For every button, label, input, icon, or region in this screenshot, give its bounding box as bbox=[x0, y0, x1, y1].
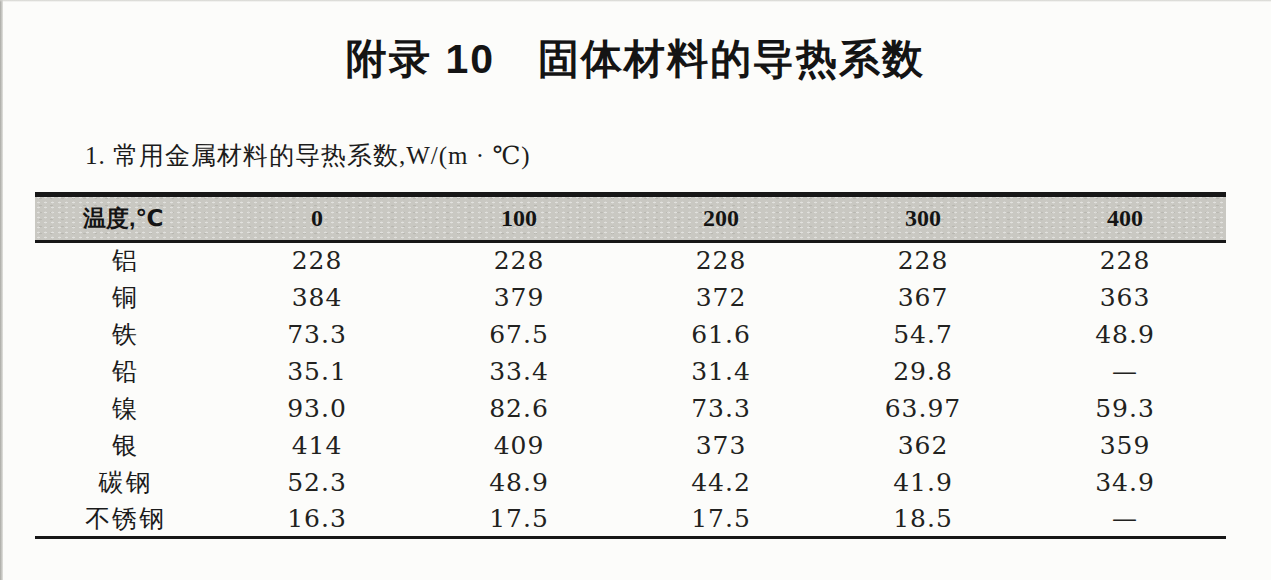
table-row-silver: 银 414 409 373 362 359 bbox=[35, 427, 1226, 464]
conductivity-table: 温度,℃ 0 100 200 300 400 铝 228 228 228 228… bbox=[35, 192, 1226, 539]
value-cell: 409 bbox=[418, 427, 620, 464]
table-row-aluminum: 铝 228 228 228 228 228 bbox=[35, 242, 1226, 279]
material-cell: 铁 bbox=[35, 316, 216, 353]
table-row-carbon-steel: 碳钢 52.3 48.9 44.2 41.9 34.9 bbox=[35, 464, 1226, 501]
material-cell: 铜 bbox=[35, 279, 216, 316]
material-cell: 铅 bbox=[35, 353, 216, 390]
value-cell: 29.8 bbox=[822, 353, 1024, 390]
value-cell: — bbox=[1024, 353, 1226, 390]
value-cell: 228 bbox=[1024, 242, 1226, 279]
table-row-nickel: 镍 93.0 82.6 73.3 63.97 59.3 bbox=[35, 390, 1226, 427]
value-cell: 67.5 bbox=[418, 316, 620, 353]
value-cell: 373 bbox=[620, 427, 822, 464]
value-cell: 362 bbox=[822, 427, 1024, 464]
value-cell: 372 bbox=[620, 279, 822, 316]
value-cell: 41.9 bbox=[822, 464, 1024, 501]
header-cell-0: 0 bbox=[216, 195, 418, 242]
value-cell: 48.9 bbox=[418, 464, 620, 501]
value-cell: 228 bbox=[822, 242, 1024, 279]
material-cell: 不锈钢 bbox=[35, 501, 216, 538]
value-cell: 17.5 bbox=[620, 501, 822, 538]
value-cell: 73.3 bbox=[216, 316, 418, 353]
header-cell-400: 400 bbox=[1024, 195, 1226, 242]
page-top-edge bbox=[0, 0, 1271, 2]
table-row-iron: 铁 73.3 67.5 61.6 54.7 48.9 bbox=[35, 316, 1226, 353]
value-cell: 63.97 bbox=[822, 390, 1024, 427]
value-cell: — bbox=[1024, 501, 1226, 538]
value-cell: 17.5 bbox=[418, 501, 620, 538]
value-cell: 367 bbox=[822, 279, 1024, 316]
material-cell: 铝 bbox=[35, 242, 216, 279]
value-cell: 59.3 bbox=[1024, 390, 1226, 427]
value-cell: 82.6 bbox=[418, 390, 620, 427]
value-cell: 31.4 bbox=[620, 353, 822, 390]
material-cell: 镍 bbox=[35, 390, 216, 427]
value-cell: 73.3 bbox=[620, 390, 822, 427]
value-cell: 18.5 bbox=[822, 501, 1024, 538]
table-row-copper: 铜 384 379 372 367 363 bbox=[35, 279, 1226, 316]
section-subtitle: 1. 常用金属材料的导热系数,W/(m · ℃) bbox=[85, 139, 1271, 172]
value-cell: 228 bbox=[216, 242, 418, 279]
value-cell: 228 bbox=[418, 242, 620, 279]
table-header-row: 温度,℃ 0 100 200 300 400 bbox=[35, 195, 1226, 242]
value-cell: 33.4 bbox=[418, 353, 620, 390]
value-cell: 44.2 bbox=[620, 464, 822, 501]
value-cell: 52.3 bbox=[216, 464, 418, 501]
value-cell: 93.0 bbox=[216, 390, 418, 427]
value-cell: 359 bbox=[1024, 427, 1226, 464]
value-cell: 54.7 bbox=[822, 316, 1024, 353]
page-title: 附录 10 固体材料的导热系数 bbox=[0, 0, 1271, 87]
material-cell: 银 bbox=[35, 427, 216, 464]
header-cell-temperature: 温度,℃ bbox=[35, 195, 216, 242]
value-cell: 35.1 bbox=[216, 353, 418, 390]
material-cell: 碳钢 bbox=[35, 464, 216, 501]
value-cell: 48.9 bbox=[1024, 316, 1226, 353]
value-cell: 414 bbox=[216, 427, 418, 464]
table-row-lead: 铅 35.1 33.4 31.4 29.8 — bbox=[35, 353, 1226, 390]
header-cell-200: 200 bbox=[620, 195, 822, 242]
value-cell: 34.9 bbox=[1024, 464, 1226, 501]
header-cell-100: 100 bbox=[418, 195, 620, 242]
value-cell: 379 bbox=[418, 279, 620, 316]
value-cell: 363 bbox=[1024, 279, 1226, 316]
table-row-stainless-steel: 不锈钢 16.3 17.5 17.5 18.5 — bbox=[35, 501, 1226, 538]
page-left-edge bbox=[0, 0, 3, 580]
value-cell: 61.6 bbox=[620, 316, 822, 353]
header-cell-300: 300 bbox=[822, 195, 1024, 242]
value-cell: 16.3 bbox=[216, 501, 418, 538]
value-cell: 384 bbox=[216, 279, 418, 316]
value-cell: 228 bbox=[620, 242, 822, 279]
